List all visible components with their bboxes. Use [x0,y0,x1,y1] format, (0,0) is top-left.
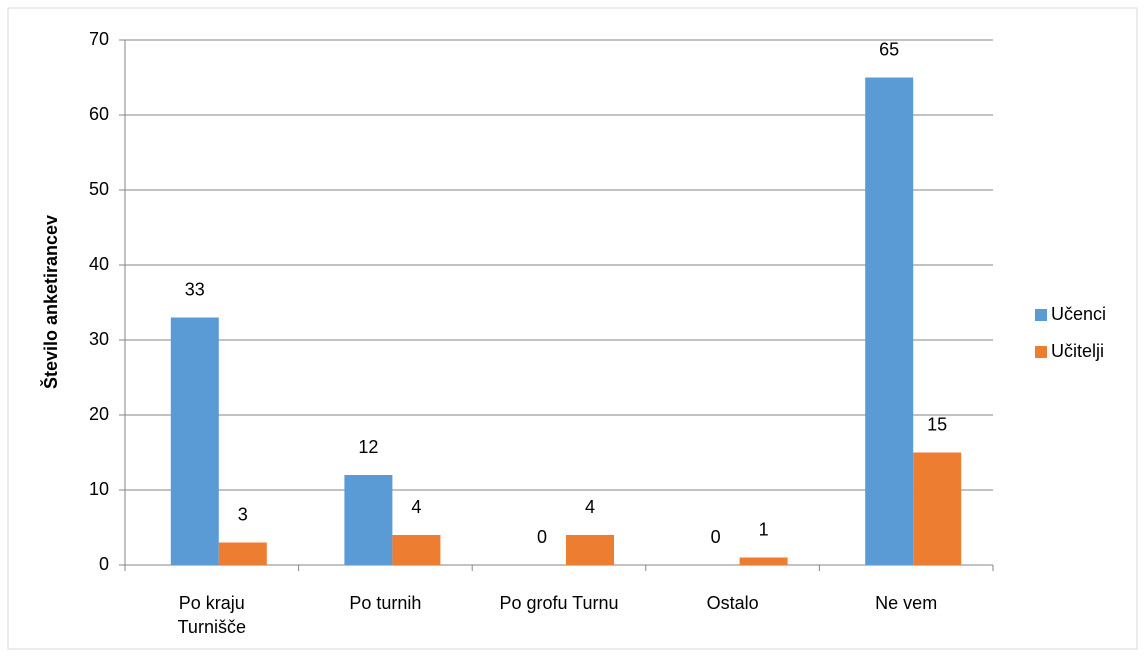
data-label: 4 [411,497,421,517]
data-label: 0 [711,527,721,547]
y-axis-title: Število anketirancev [40,215,61,389]
y-tick-label: 50 [89,179,109,199]
data-label: 0 [537,527,547,547]
legend-swatch [1035,346,1047,358]
bar [913,452,962,565]
y-tick-label: 60 [89,104,109,124]
data-label: 65 [879,39,899,59]
x-tick-label: Ne vem [875,593,938,613]
bar [218,542,267,565]
y-tick-label: 10 [89,479,109,499]
data-label: 1 [759,519,769,539]
y-tick-label: 20 [89,404,109,424]
data-label: 4 [585,497,595,517]
data-label: 15 [927,414,947,434]
legend-swatch [1035,309,1047,321]
y-tick-label: 70 [89,29,109,49]
bar [392,535,441,565]
y-tick-label: 40 [89,254,109,274]
x-tick-label: Po kraju Turnišče [177,593,246,637]
legend-label: Učenci [1051,304,1106,324]
bar [566,535,614,565]
legend-label: Učitelji [1051,341,1104,361]
bar [344,475,393,565]
bar [170,317,219,565]
bar [739,557,788,565]
data-label: 3 [238,504,248,524]
x-tick-label: Ostalo [706,593,759,613]
bar [865,77,914,565]
y-tick-label: 0 [99,554,109,574]
x-tick-label: Po turnih [349,593,422,613]
data-label: 12 [358,437,378,457]
x-tick-label: Po grofu Turnu [499,593,619,613]
data-label: 33 [185,279,205,299]
chart-border [7,7,1138,650]
y-tick-label: 30 [89,329,109,349]
